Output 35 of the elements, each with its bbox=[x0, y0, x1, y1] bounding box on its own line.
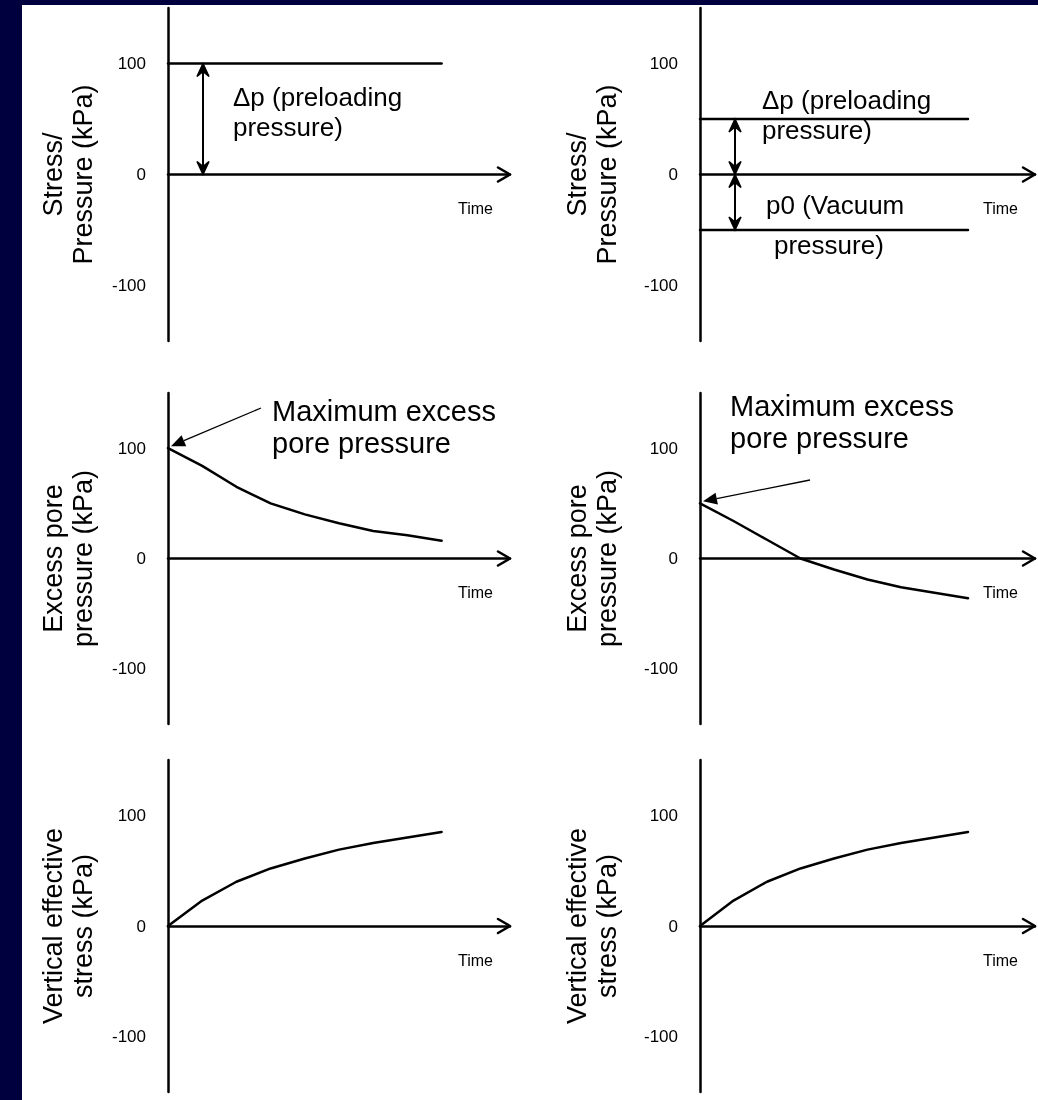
y-tick-label: 100 bbox=[649, 438, 678, 458]
y-axis-title: Stress/ Pressure (kPa) bbox=[38, 84, 98, 265]
y-tick-label: -100 bbox=[643, 1027, 678, 1047]
y-tick-label: -100 bbox=[643, 659, 678, 679]
annotation: Maximum excess pore pressure bbox=[730, 390, 955, 454]
x-axis-title: Time bbox=[983, 200, 1019, 217]
y-tick-label: -100 bbox=[111, 659, 146, 679]
y-tick-label: 100 bbox=[649, 805, 678, 825]
y-tick-label: -100 bbox=[111, 276, 146, 295]
x-axis-title: Time bbox=[983, 951, 1019, 969]
annotation: p0 (Vacuum pressure) bbox=[766, 190, 905, 260]
y-tick-label: 0 bbox=[136, 549, 146, 568]
y-tick-label: 0 bbox=[668, 549, 678, 568]
y-tick-label: 0 bbox=[136, 165, 146, 184]
x-axis-title: Time bbox=[458, 584, 494, 601]
y-axis-title: Vertical effective stress (kPa) bbox=[38, 827, 98, 1025]
y-axis-title: Stress/ Pressure (kPa) bbox=[562, 84, 622, 265]
y-tick-label: 0 bbox=[136, 916, 146, 936]
y-tick-label: 0 bbox=[668, 916, 678, 936]
y-axis-title: Excess pore pressure (kPa) bbox=[562, 469, 622, 648]
x-axis-title: Time bbox=[458, 951, 494, 969]
annotation: Δp (preloading pressure) bbox=[233, 82, 404, 142]
y-axis-title: Excess pore pressure (kPa) bbox=[38, 469, 98, 648]
y-tick-label: 100 bbox=[117, 805, 146, 825]
annotation: Maximum excess pore pressure bbox=[272, 395, 497, 459]
x-axis-title: Time bbox=[458, 200, 494, 217]
y-tick-label: 100 bbox=[649, 54, 678, 73]
y-tick-label: 100 bbox=[117, 438, 146, 458]
y-tick-label: 0 bbox=[668, 165, 678, 184]
y-axis-title: Vertical effective stress (kPa) bbox=[562, 827, 622, 1025]
x-axis-title: Time bbox=[983, 584, 1019, 601]
annotation: Δp (preloading pressure) bbox=[762, 85, 933, 145]
y-tick-label: 100 bbox=[117, 54, 146, 73]
y-tick-label: -100 bbox=[111, 1027, 146, 1047]
y-tick-label: -100 bbox=[643, 276, 678, 295]
